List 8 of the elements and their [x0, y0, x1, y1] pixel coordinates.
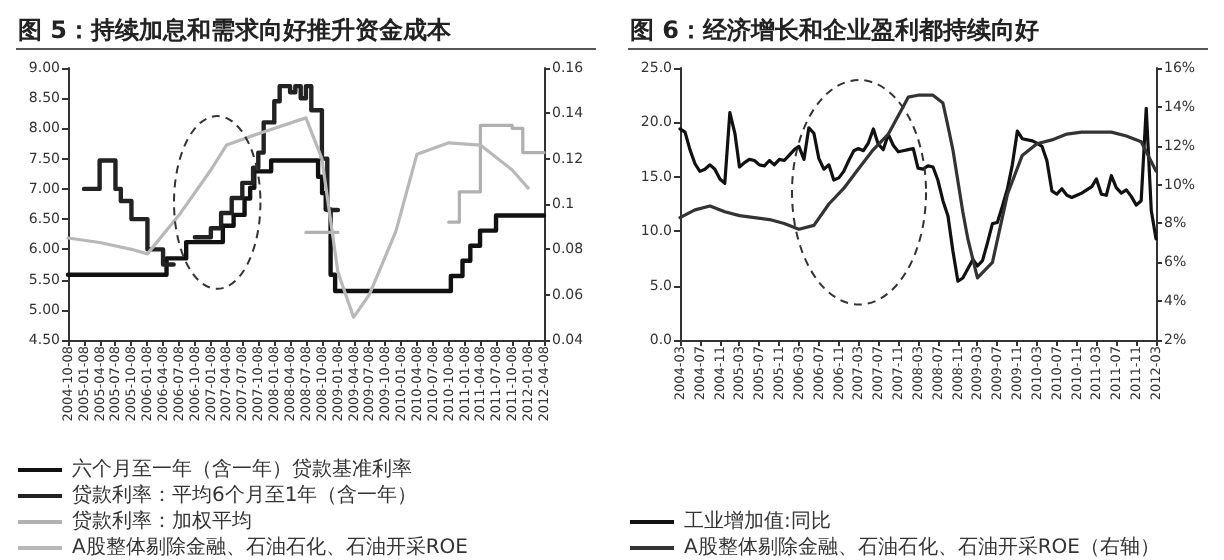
legend-label: A股整体剔除金融、石油石化、石油开采ROE（右轴）: [684, 535, 1160, 559]
legend-label: 六个月至一年（含一年）贷款基准利率: [72, 457, 412, 481]
chart-title: 图 6：经济增长和企业盈利都持续向好: [630, 16, 1040, 44]
legend-label: 贷款利率：加权平均: [72, 509, 252, 533]
chart-title: 图 5：持续加息和需求向好推升资金成本: [18, 16, 454, 44]
legend-label: 工业增加值:同比: [684, 509, 831, 533]
legend-label: 贷款利率：平均6个月至1年（含一年）: [72, 483, 418, 507]
legend-label: A股整体剔除金融、石油石化、石油开采ROE: [72, 535, 468, 559]
